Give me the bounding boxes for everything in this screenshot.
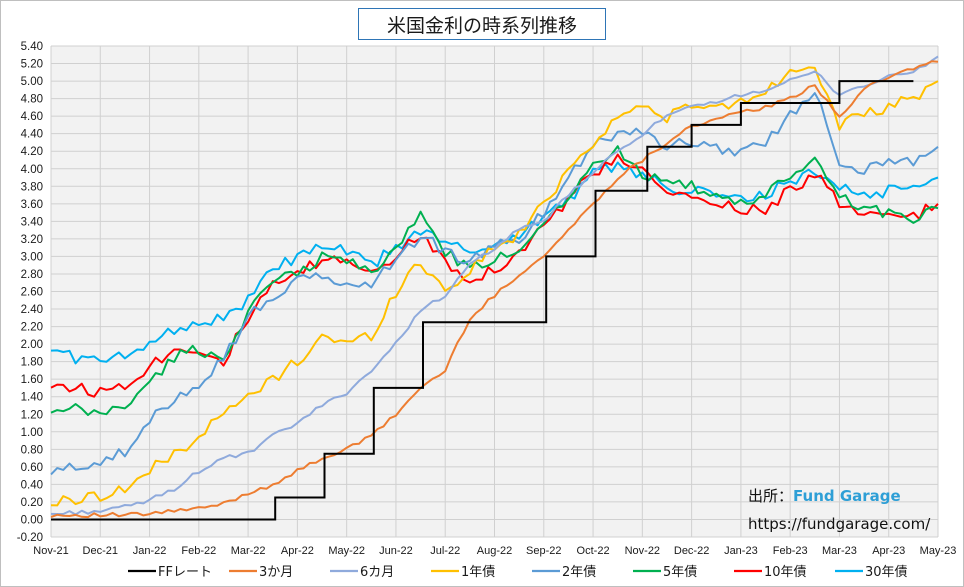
- y-tick-label: 4.40: [21, 129, 43, 141]
- y-tick-label: 2.60: [21, 287, 43, 299]
- legend: FFレート 3か月 6カ月 1年債 2年債 5年債 10年債 30年債: [128, 565, 908, 580]
- source-watermark: 出所：Fund Garage https://fundgarage.com/: [748, 485, 948, 533]
- x-tick-label: Feb-22: [181, 545, 216, 557]
- y-tick-label: 2.40: [21, 304, 43, 316]
- y-tick-label: 1.20: [21, 409, 43, 421]
- x-tick-label: Sep-22: [526, 545, 561, 557]
- x-tick-label: Dec-22: [674, 545, 709, 557]
- chart-title: 米国金利の時系列推移: [358, 8, 606, 40]
- series-line: [50, 145, 939, 416]
- source-brand: Fund Garage: [793, 487, 901, 505]
- x-tick-label: Oct-22: [577, 545, 610, 557]
- y-tick-label: 0.00: [21, 514, 43, 526]
- legend-label: 30年債: [865, 565, 908, 580]
- y-tick-label: 1.80: [21, 357, 43, 369]
- x-tick-label: Jan-22: [133, 545, 167, 557]
- legend-label: 6カ月: [360, 565, 394, 580]
- y-tick-label: 4.60: [21, 111, 43, 123]
- y-tick-label: 4.00: [21, 164, 43, 176]
- legend-label: FFレート: [158, 565, 212, 580]
- y-tick-label: 0.80: [21, 444, 43, 456]
- x-tick-label: Aug-22: [477, 545, 512, 557]
- series-line-ffrate: [51, 80, 914, 521]
- legend-label: 3か月: [259, 565, 293, 580]
- y-tick-label: 0.60: [21, 462, 43, 474]
- legend-label: 1年債: [461, 565, 495, 580]
- y-tick-label: 1.40: [21, 392, 43, 404]
- x-tick-label: Mar-23: [822, 545, 857, 557]
- x-tick-label: Dec-21: [83, 545, 118, 557]
- legend-label: 2年債: [562, 565, 596, 580]
- y-tick-label: -0.20: [17, 532, 43, 544]
- x-tick-label: Mar-22: [231, 545, 266, 557]
- y-tick-label: 0.40: [21, 479, 43, 491]
- source-url: https://fundgarage.com/: [748, 515, 931, 533]
- y-tick-label: 4.80: [21, 94, 43, 106]
- x-tick-label: Jun-22: [379, 545, 413, 557]
- y-tick-label: 5.00: [21, 76, 43, 88]
- x-tick-label: May-22: [328, 545, 365, 557]
- y-tick-label: 2.20: [21, 322, 43, 334]
- y-tick-label: 1.60: [21, 374, 43, 386]
- x-tick-label: Jan-23: [724, 545, 758, 557]
- x-axis: Nov-21 Dec-21 Jan-22 Feb-22 Mar-22 Apr-22 May-…: [33, 545, 956, 557]
- legend-label: 5年債: [663, 565, 697, 580]
- y-tick-label: 3.00: [21, 251, 43, 263]
- y-tick-label: 4.20: [21, 146, 43, 158]
- y-axis: 5.40 5.20 5.00 4.80 4.60 4.40 4.20 4.00 3.80 3.60…: [17, 41, 43, 544]
- y-tick-label: 3.40: [21, 216, 43, 228]
- series-lines: [50, 55, 939, 521]
- x-tick-label: Apr-22: [281, 545, 314, 557]
- x-tick-label: Nov-21: [33, 545, 68, 557]
- series-line: [50, 60, 939, 519]
- series-line: [50, 161, 939, 365]
- x-tick-label: Feb-23: [773, 545, 808, 557]
- legend-label: 10年債: [764, 565, 807, 580]
- y-tick-label: 5.20: [21, 59, 43, 71]
- series-line: [50, 92, 939, 476]
- source-prefix: 出所：: [748, 487, 794, 505]
- y-tick-label: 3.20: [21, 234, 43, 246]
- x-tick-label: Apr-23: [872, 545, 905, 557]
- y-tick-label: 3.60: [21, 199, 43, 211]
- y-tick-label: 5.40: [21, 41, 43, 53]
- x-tick-label: May-23: [920, 545, 957, 557]
- gridlines: [50, 45, 939, 538]
- series-line: [50, 55, 939, 516]
- y-tick-label: 3.80: [21, 181, 43, 193]
- y-tick-label: 2.80: [21, 269, 43, 281]
- y-tick-label: 1.00: [21, 427, 43, 439]
- x-tick-label: Jul-22: [430, 545, 460, 557]
- y-tick-label: 0.20: [21, 497, 43, 509]
- y-tick-label: 2.00: [21, 339, 43, 351]
- x-tick-label: Nov-22: [625, 545, 660, 557]
